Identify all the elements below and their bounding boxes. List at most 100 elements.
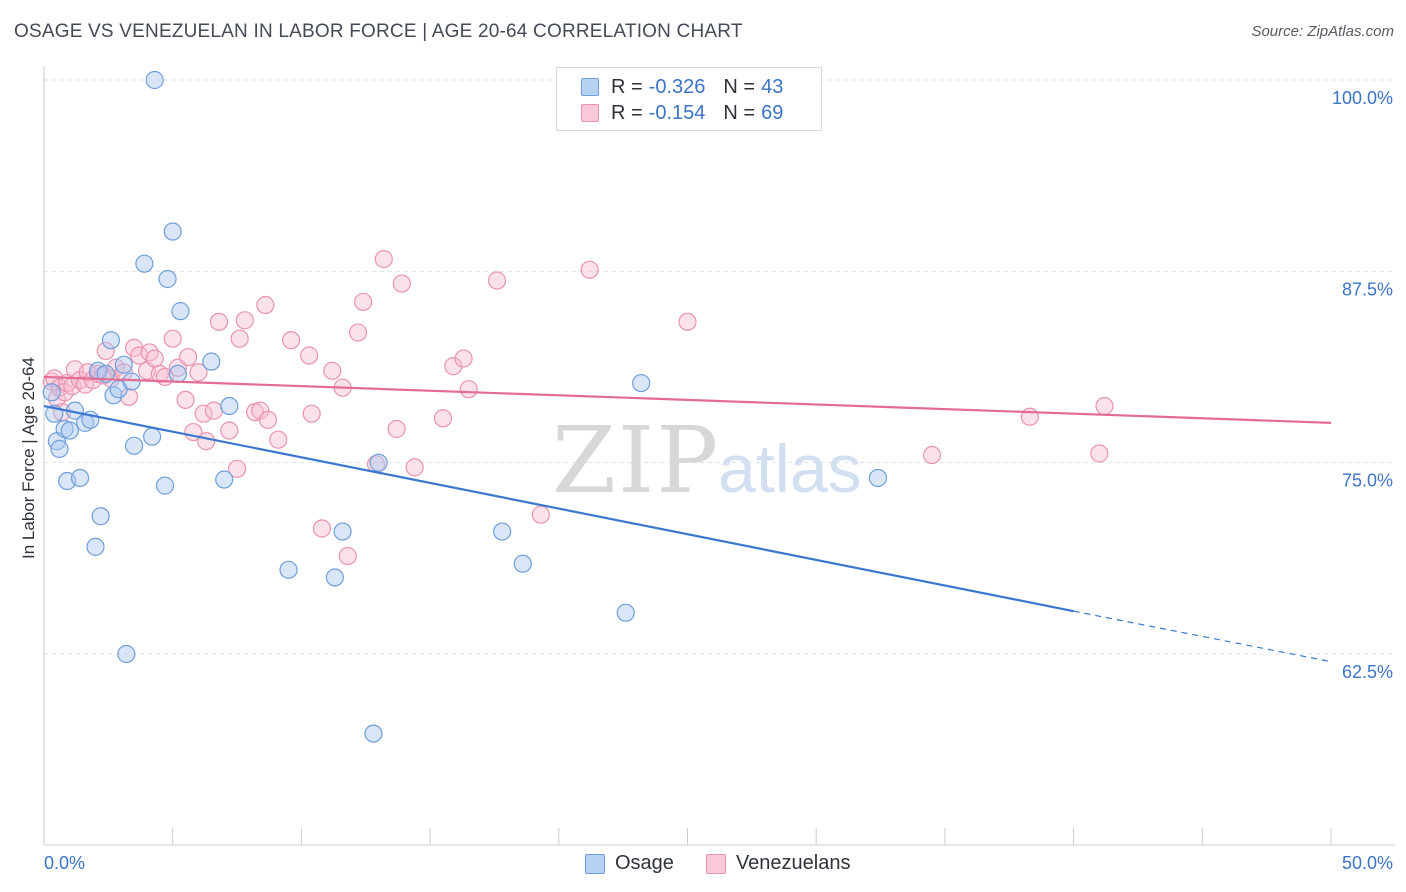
legend-row-osage: R = -0.326 N = 43 bbox=[581, 75, 783, 99]
venezuelans-point bbox=[392, 274, 411, 293]
venezuelans-point bbox=[163, 329, 182, 348]
venezuelans-point bbox=[251, 401, 270, 420]
osage-point bbox=[91, 507, 110, 526]
correlation-legend: R = -0.326 N = 43 R = -0.154 N = 69 bbox=[556, 67, 822, 131]
tick-labels: 62.5% 75.0% 87.5% 100.0% 0.0% 50.0% bbox=[44, 88, 1393, 873]
osage-point bbox=[86, 537, 105, 556]
n-value: 43 bbox=[761, 75, 784, 98]
osage-point bbox=[124, 436, 144, 455]
legend-item-venezuelans: Venezuelans bbox=[705, 852, 851, 875]
venezuelans-point bbox=[678, 312, 697, 331]
y-axis-label: In Labor Force | Age 20-64 bbox=[19, 357, 38, 559]
venezuelans-point bbox=[119, 387, 139, 406]
venezuelans-point bbox=[227, 459, 247, 478]
osage-point bbox=[145, 70, 164, 90]
gridlines bbox=[44, 79, 1395, 655]
osage-point bbox=[325, 568, 344, 587]
osage-point bbox=[101, 331, 121, 350]
venezuelans-point bbox=[348, 323, 368, 342]
osage-point bbox=[122, 372, 141, 391]
venezuelans-point bbox=[176, 390, 195, 410]
venezuelans-point bbox=[459, 380, 478, 399]
r-value: -0.154 bbox=[648, 101, 706, 124]
venezuelans-point bbox=[338, 546, 357, 566]
watermark: ZIP atlas bbox=[552, 407, 862, 514]
osage-point bbox=[616, 603, 635, 622]
venezuelans-point bbox=[230, 329, 249, 348]
watermark-zip: ZIP bbox=[552, 407, 720, 514]
n-label: N = bbox=[723, 75, 756, 98]
y-tick-label: 75.0% bbox=[1342, 471, 1393, 491]
osage-point bbox=[215, 470, 234, 489]
venezuelans-point bbox=[531, 505, 550, 524]
venezuelans-point bbox=[189, 363, 208, 382]
x-tick-label: 50.0% bbox=[1342, 853, 1393, 873]
trend-lines bbox=[43, 375, 1332, 663]
venezuelans-point bbox=[405, 458, 424, 477]
venezuelans-point bbox=[374, 249, 393, 269]
osage-trend-line bbox=[43, 404, 1074, 613]
venezuelans-point bbox=[258, 410, 278, 429]
venezuelans-point bbox=[269, 430, 288, 449]
venezuelans-points bbox=[42, 249, 1114, 566]
osage-point bbox=[333, 522, 352, 541]
venezuelans-point bbox=[256, 295, 275, 315]
osage-swatch bbox=[581, 78, 599, 96]
legend-item-osage: Osage bbox=[585, 852, 674, 875]
y-tick-label: 87.5% bbox=[1342, 279, 1393, 299]
legend-row-venezuelans: R = -0.154 N = 69 bbox=[581, 101, 783, 125]
venezuelans-point bbox=[145, 349, 164, 368]
x-tick-label: 0.0% bbox=[44, 853, 85, 873]
venezuelans-point bbox=[487, 271, 507, 290]
venezuelans-point bbox=[323, 361, 342, 380]
osage-point bbox=[493, 522, 512, 541]
osage-point bbox=[60, 421, 79, 440]
venezuelans-swatch bbox=[581, 104, 599, 122]
n-value: 69 bbox=[761, 101, 784, 124]
osage-point bbox=[135, 254, 154, 273]
legend-label-osage: Osage bbox=[615, 852, 674, 874]
venezuelans-point bbox=[454, 349, 473, 368]
venezuelans-point bbox=[444, 357, 463, 376]
osage-point bbox=[364, 724, 383, 743]
source-label: Source: ZipAtlas.com bbox=[1251, 23, 1394, 40]
venezuelans-point bbox=[282, 331, 301, 350]
y-tick-label: 100.0% bbox=[1332, 88, 1393, 108]
osage-points bbox=[42, 70, 888, 743]
osage-point bbox=[513, 554, 532, 573]
venezuelans-point bbox=[312, 519, 332, 538]
watermark-atlas: atlas bbox=[718, 431, 862, 507]
venezuelans-point bbox=[194, 404, 213, 423]
osage-point bbox=[369, 453, 388, 472]
n-label: N = bbox=[723, 101, 756, 124]
osage-point bbox=[143, 427, 162, 446]
venezuelans-point bbox=[204, 401, 223, 420]
osage-point bbox=[155, 476, 175, 495]
venezuelans-point bbox=[1090, 444, 1109, 463]
osage-point bbox=[50, 439, 69, 458]
osage-point bbox=[168, 364, 187, 383]
venezuelans-point bbox=[130, 346, 149, 365]
venezuelans-point bbox=[354, 292, 373, 312]
osage-point bbox=[171, 302, 190, 321]
venezuelans-point bbox=[302, 404, 321, 423]
osage-trend-extension bbox=[1073, 610, 1332, 663]
osage-point bbox=[279, 560, 298, 579]
venezuelans-trend-line bbox=[43, 375, 1332, 424]
venezuelans-swatch bbox=[705, 853, 726, 874]
legend-label-venezuelans: Venezuelans bbox=[735, 852, 851, 874]
osage-point bbox=[632, 373, 651, 393]
venezuelans-point bbox=[179, 347, 198, 367]
venezuelans-point bbox=[96, 341, 115, 361]
osage-point bbox=[163, 222, 182, 241]
venezuelans-point bbox=[580, 260, 599, 279]
venezuelans-point bbox=[433, 409, 453, 428]
venezuelans-point bbox=[235, 311, 254, 330]
osage-swatch bbox=[585, 853, 605, 874]
osage-point bbox=[117, 644, 136, 664]
venezuelans-point bbox=[220, 421, 239, 440]
venezuelans-point bbox=[387, 419, 406, 439]
osage-point bbox=[42, 383, 61, 402]
axes bbox=[43, 66, 1395, 846]
